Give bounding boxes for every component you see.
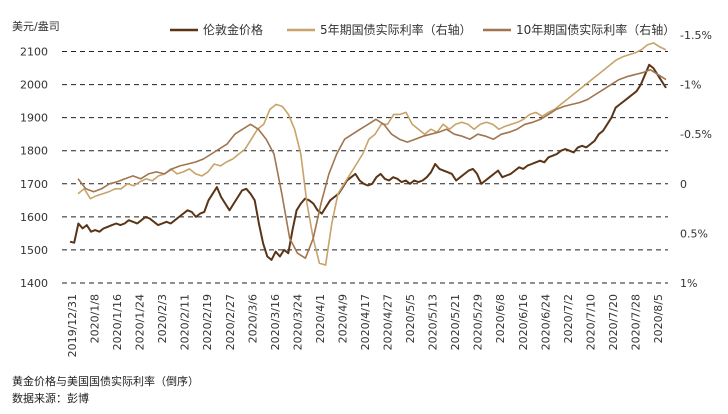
x-tick-label: 2020/7/10	[584, 294, 597, 350]
x-tick-label: 2020/5/13	[427, 294, 440, 350]
left-tick-label: 2000	[20, 79, 48, 92]
data-source: 数据来源：彭博	[12, 392, 89, 405]
right-tick-label: 1%	[680, 277, 697, 290]
x-tick-label: 2020/7/28	[629, 294, 642, 350]
left-axis-ticks: 2100 2000 1900 1800 1700 1600 1500 1400	[20, 46, 48, 290]
x-tick-label: 2020/4/17	[359, 294, 372, 350]
right-tick-label: -1.5%	[680, 29, 712, 42]
right-tick-label: -0.5%	[680, 128, 712, 141]
left-tick-label: 1700	[20, 178, 48, 191]
series-line	[69, 63, 667, 261]
legend-label: 10年期国债实际利率（右轴）	[516, 22, 675, 37]
x-tick-label: 2020/5/5	[404, 294, 417, 343]
x-tick-label: 2020/2/27	[224, 294, 237, 350]
x-tick-label: 2020/3/16	[269, 294, 282, 350]
left-tick-label: 1900	[20, 112, 48, 125]
left-tick-label: 1800	[20, 145, 48, 158]
x-tick-label: 2020/8/5	[652, 294, 665, 343]
x-tick-label: 2020/2/3	[156, 294, 169, 343]
x-tick-label: 2020/6/8	[494, 294, 507, 343]
x-tick-label: 2020/7/20	[607, 294, 620, 350]
chart-caption: 黄金价格与美国国债实际利率（倒序）	[12, 375, 199, 388]
x-tick-label: 2020/7/2	[562, 294, 575, 343]
left-tick-label: 2100	[20, 46, 48, 59]
x-tick-label: 2019/12/31	[66, 294, 79, 357]
series-line	[77, 68, 667, 260]
legend-label: 5年期国债实际利率（右轴）	[320, 22, 472, 37]
x-tick-label: 2020/3/6	[246, 294, 259, 343]
x-axis-ticks: 2019/12/31 2020/1/8 2020/1/16 2020/1/24 2020…	[66, 294, 665, 357]
left-axis-unit: 美元/盎司	[12, 19, 60, 33]
series-lines	[69, 42, 667, 266]
right-tick-label: 0	[680, 178, 687, 191]
right-tick-label: 0.5%	[680, 227, 708, 240]
x-tick-label: 2020/5/21	[449, 294, 462, 350]
x-tick-label: 2020/6/24	[539, 294, 552, 350]
x-tick-label: 2020/3/24	[291, 294, 304, 350]
x-tick-label: 2020/2/19	[201, 294, 214, 350]
right-axis-ticks: -1.5% -1% -0.5% 0 0.5% 1%	[680, 29, 712, 290]
gridlines	[62, 51, 668, 284]
x-tick-label: 2020/5/29	[472, 294, 485, 350]
x-tick-label: 2020/4/27	[382, 294, 395, 350]
x-tick-label: 2020/1/8	[89, 294, 102, 343]
series-line	[77, 42, 667, 266]
left-tick-label: 1600	[20, 211, 48, 224]
right-tick-label: -1%	[680, 79, 701, 92]
legend: 伦敦金价格 5年期国债实际利率（右轴） 10年期国债实际利率（右轴）	[170, 22, 675, 37]
x-tick-label: 2020/4/9	[336, 294, 349, 343]
x-tick-label: 2020/1/24	[134, 294, 147, 350]
x-tick-label: 2020/6/16	[517, 294, 530, 350]
legend-label: 伦敦金价格	[203, 22, 263, 37]
x-tick-label: 2020/1/16	[111, 294, 124, 350]
left-tick-label: 1400	[20, 277, 48, 290]
x-tick-label: 2020/4/1	[314, 294, 327, 343]
left-tick-label: 1500	[20, 244, 48, 257]
x-tick-label: 2020/2/11	[179, 294, 192, 350]
